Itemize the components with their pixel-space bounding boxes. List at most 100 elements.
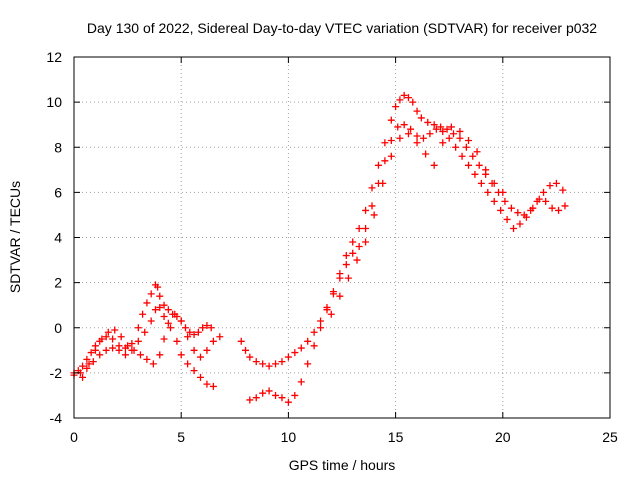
data-point	[413, 139, 421, 147]
data-point	[497, 206, 505, 214]
data-point	[368, 184, 376, 192]
data-point	[209, 382, 217, 390]
data-point	[443, 125, 451, 133]
data-point	[139, 310, 147, 318]
data-point	[452, 143, 460, 151]
data-point	[102, 346, 110, 354]
chart-title: Day 130 of 2022, Sidereal Day-to-day VTE…	[87, 20, 597, 36]
data-point	[79, 362, 87, 370]
data-point	[87, 349, 95, 357]
data-point	[164, 319, 172, 327]
data-point	[104, 328, 112, 336]
data-point	[522, 213, 530, 221]
data-point	[430, 121, 438, 129]
data-point	[407, 125, 415, 133]
data-point	[141, 328, 149, 336]
data-point	[419, 134, 427, 142]
data-point	[387, 152, 395, 160]
data-point	[143, 299, 151, 307]
data-point	[473, 148, 481, 156]
data-point	[154, 283, 162, 291]
data-point	[499, 188, 507, 196]
x-tick-label: 10	[281, 429, 297, 445]
data-point	[400, 121, 408, 129]
data-point	[555, 206, 563, 214]
data-point	[143, 355, 151, 363]
data-point	[379, 179, 387, 187]
data-point	[156, 351, 164, 359]
data-point	[510, 224, 518, 232]
data-point	[349, 249, 357, 257]
series-track-4	[237, 91, 567, 370]
data-point	[342, 261, 350, 269]
data-point	[559, 186, 567, 194]
y-tick-label: 8	[54, 139, 62, 155]
data-point	[96, 351, 104, 359]
data-point	[400, 91, 408, 99]
data-point	[237, 337, 245, 345]
data-point	[160, 312, 168, 320]
data-point	[317, 317, 325, 325]
data-point	[535, 195, 543, 203]
data-point	[98, 335, 106, 343]
data-point	[471, 170, 479, 178]
data-point	[111, 326, 119, 334]
data-point	[242, 346, 250, 354]
data-point	[381, 157, 389, 165]
data-point	[284, 398, 292, 406]
data-point	[542, 197, 550, 205]
data-point	[368, 202, 376, 210]
data-point	[246, 396, 254, 404]
data-point	[362, 224, 370, 232]
data-point	[160, 301, 168, 309]
data-point	[278, 358, 286, 366]
data-point	[355, 224, 363, 232]
data-point	[490, 179, 498, 187]
data-point	[272, 360, 280, 368]
data-point	[310, 328, 318, 336]
data-point	[102, 333, 110, 341]
data-point	[430, 161, 438, 169]
data-point	[344, 274, 352, 282]
x-tick-labels: 0 5 10 15 20 25	[70, 429, 618, 445]
series-track-1	[70, 281, 215, 377]
data-point	[323, 306, 331, 314]
data-point	[190, 367, 198, 375]
data-point	[216, 333, 224, 341]
data-point	[156, 303, 164, 311]
x-tick-label: 20	[495, 429, 511, 445]
data-point	[469, 152, 477, 160]
data-point	[477, 179, 485, 187]
data-point	[83, 355, 91, 363]
data-point	[134, 337, 142, 345]
data-point	[291, 349, 299, 357]
y-axis-title: SDTVAR / TECUs	[7, 181, 23, 293]
data-point	[297, 344, 305, 352]
x-tick-label: 25	[602, 429, 618, 445]
data-point	[83, 364, 91, 372]
data-point	[304, 360, 312, 368]
data-point	[404, 130, 412, 138]
data-point	[177, 317, 185, 325]
data-point	[265, 387, 273, 395]
data-point	[246, 353, 254, 361]
data-point	[413, 107, 421, 115]
data-point	[203, 346, 211, 354]
x-tick-label: 0	[70, 429, 78, 445]
data-point	[177, 351, 185, 359]
data-point	[327, 310, 335, 318]
data-point	[413, 132, 421, 140]
data-point	[409, 98, 417, 106]
data-point	[128, 340, 136, 348]
data-point	[196, 353, 204, 361]
data-point	[447, 123, 455, 131]
data-point	[272, 391, 280, 399]
y-tick-label: 0	[54, 320, 62, 336]
data-point	[124, 342, 132, 350]
data-point	[151, 306, 159, 314]
y-tick-label: -2	[50, 365, 63, 381]
data-point	[540, 188, 548, 196]
data-point	[374, 161, 382, 169]
data-point	[394, 123, 402, 131]
